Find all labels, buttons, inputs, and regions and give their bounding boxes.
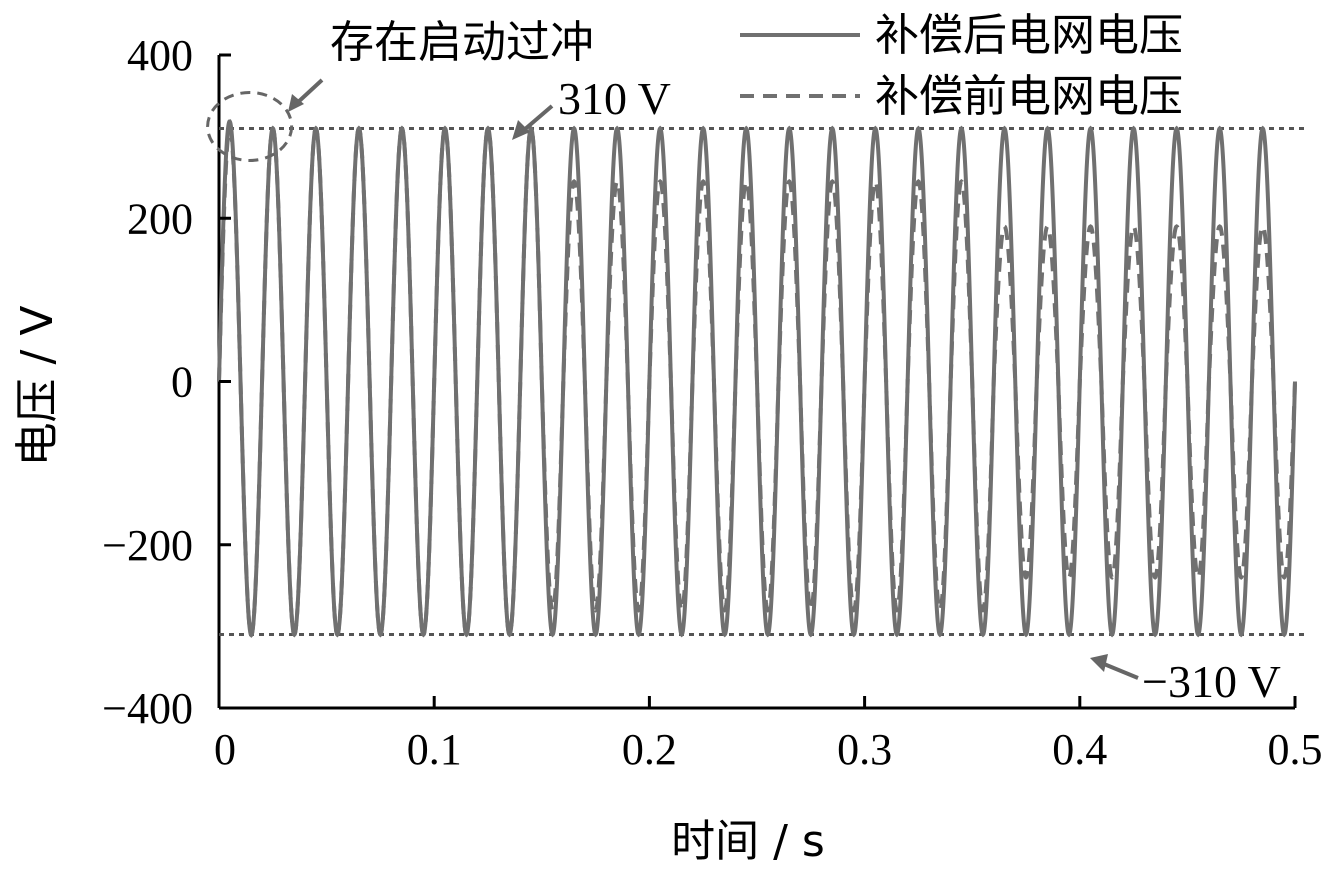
x-tick-label: 0.1 [407,725,462,774]
legend-label-after: 补偿后电网电压 [875,10,1183,61]
ref-top-arrow-head [512,120,530,140]
x-tick-label: 0.4 [1052,725,1107,774]
overshoot-arrow-head [288,94,304,112]
y-tick-label: −200 [102,521,193,570]
ticks: 400 200 0 −200 −400 0 0.1 0.2 0.3 0.4 0.5 [102,31,1322,774]
x-tick-label: 0.5 [1268,725,1323,774]
y-axis-label: 电压 / V [12,306,63,467]
overshoot-arrow-line [294,78,324,106]
series-after-compensation-line [217,119,1297,638]
x-tick-label: 0.3 [837,725,892,774]
overshoot-annotation-label: 存在启动过冲 [330,17,594,68]
overshoot-ellipse [206,90,294,162]
x-tick-label: 0.2 [622,725,677,774]
y-tick-label: −400 [102,684,193,733]
ref-bottom-arrow-line [1103,662,1139,680]
ref-line-bottom-label: −310 V [1142,656,1281,707]
ref-top-arrow-line [522,104,554,132]
y-tick-label: 400 [127,31,193,80]
series-layer [217,119,1297,638]
legend-label-before: 补偿前电网电压 [875,71,1183,122]
ref-bottom-arrow-head [1090,654,1108,672]
y-tick-label: 200 [127,194,193,243]
ref-line-top-label: 310 V [558,73,671,124]
y-tick-label: 0 [171,358,193,407]
x-axis-label: 时间 / s [671,816,825,867]
x-tick-label: 0 [214,725,236,774]
